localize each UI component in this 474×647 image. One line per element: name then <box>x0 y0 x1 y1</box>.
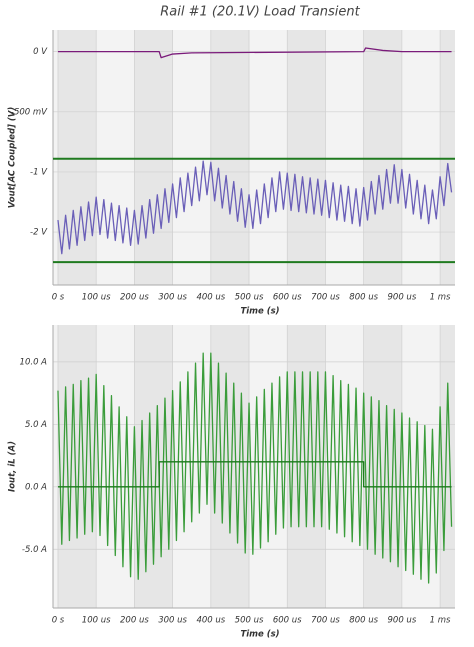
x-tick-label: 700 us <box>311 293 340 303</box>
x-tick-label: 700 us <box>311 616 340 626</box>
series-line <box>57 461 452 488</box>
x-tick-label: 800 us <box>349 616 378 626</box>
series-line <box>57 352 453 584</box>
y-tick-label: 0.0 A <box>25 482 47 492</box>
x-tick-label: 900 us <box>388 293 417 303</box>
plot-band <box>363 30 402 285</box>
x-tick-label: 200 us <box>120 616 149 626</box>
plot-band <box>440 30 455 285</box>
y-axis-title: Vout[AC Coupled] (V) <box>8 107 18 209</box>
plot-band <box>134 30 173 285</box>
plot-band <box>57 30 97 285</box>
plot-band <box>287 30 326 285</box>
x-tick-label: 400 us <box>196 293 225 303</box>
y-tick-label: -1 V <box>30 167 48 177</box>
x-tick-label: 100 us <box>82 616 111 626</box>
x-axis-title: Time (s) <box>240 630 279 640</box>
plot-band <box>287 325 326 608</box>
x-tick-label: 600 us <box>273 293 302 303</box>
y-tick-label: -5.0 A <box>22 545 47 555</box>
y-tick-label: -500 mV <box>11 107 48 117</box>
y-tick-label: 0 V <box>33 47 48 57</box>
x-tick-label: 1 ms <box>430 293 451 303</box>
x-axis-title: Time (s) <box>240 307 279 317</box>
y-axis-title: Iout, iL (A) <box>8 441 18 492</box>
x-tick-label: 1 ms <box>430 616 451 626</box>
x-tick-label: 0 s <box>52 293 65 303</box>
x-tick-label: 600 us <box>273 616 302 626</box>
chart-title: Rail #1 (20.1V) Load Transient <box>160 5 360 20</box>
x-tick-label: 200 us <box>120 293 149 303</box>
y-tick-label: 5.0 A <box>25 420 47 430</box>
plot-band <box>57 325 97 608</box>
x-tick-label: 900 us <box>388 616 417 626</box>
y-tick-label: 10.0 A <box>20 357 48 367</box>
x-tick-label: 300 us <box>158 293 187 303</box>
x-tick-label: 500 us <box>235 616 264 626</box>
y-tick-label: -2 V <box>30 228 48 238</box>
x-tick-label: 500 us <box>235 293 264 303</box>
x-tick-label: 0 s <box>52 616 65 626</box>
x-tick-label: 100 us <box>82 293 111 303</box>
x-tick-label: 400 us <box>196 616 225 626</box>
series-line <box>57 160 453 255</box>
x-tick-label: 800 us <box>349 293 378 303</box>
plot-band <box>210 30 250 285</box>
series-line <box>57 47 452 59</box>
x-tick-label: 300 us <box>158 616 187 626</box>
